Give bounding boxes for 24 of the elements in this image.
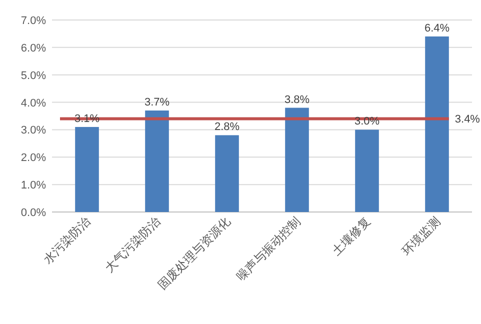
- y-tick-label: 0.0%: [20, 207, 46, 219]
- data-label: 3.1%: [74, 112, 100, 125]
- y-tick-label: 2.0%: [20, 152, 46, 164]
- y-tick-label: 1.0%: [20, 180, 46, 192]
- x-tick-label: 土壤修复: [329, 214, 374, 258]
- x-tick-label: 环境监测: [399, 214, 444, 258]
- bar: [285, 108, 309, 212]
- data-label: 3.8%: [284, 94, 310, 106]
- ref-line-label: 3.4%: [454, 114, 480, 126]
- y-tick-label: 3.0%: [20, 124, 46, 137]
- y-tick-label: 5.0%: [20, 70, 46, 82]
- x-tick-label: 大气污染防治: [102, 214, 164, 276]
- bar: [425, 36, 449, 212]
- bar: [355, 130, 379, 212]
- y-tick-label: 7.0%: [20, 15, 46, 27]
- bar: [215, 135, 239, 212]
- bar: [75, 126, 99, 212]
- data-label: 2.8%: [214, 121, 240, 134]
- y-tick-label: 4.0%: [20, 97, 46, 110]
- x-tick-label: 噪声与振动控制: [234, 214, 304, 284]
- data-label: 3.7%: [144, 96, 170, 109]
- bar: [145, 110, 169, 212]
- y-tick-label: 6.0%: [20, 42, 46, 54]
- data-label: 6.4%: [424, 22, 450, 34]
